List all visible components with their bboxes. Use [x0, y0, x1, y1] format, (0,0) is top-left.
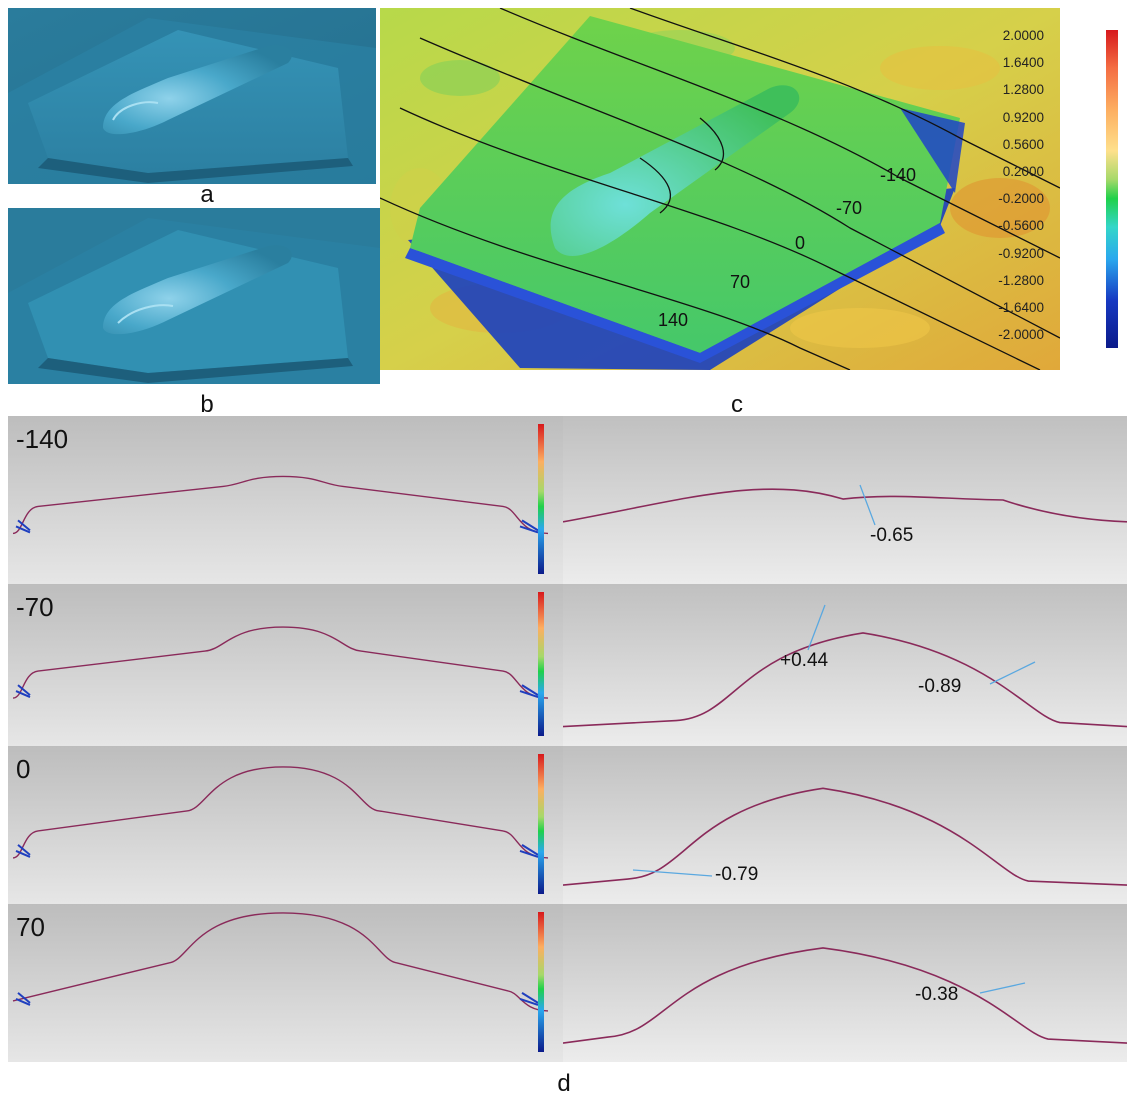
section-label: -70 [16, 592, 54, 622]
section-left-2 [8, 746, 563, 904]
deviation-annotation: -0.65 [870, 525, 914, 546]
section-right-2 [563, 746, 1127, 904]
section-right-1 [563, 584, 1127, 746]
section-label: 70 [16, 912, 45, 942]
colorbar-tick-label: 0.9200 [1002, 109, 1044, 125]
scan-image-a [8, 8, 376, 184]
panel-label-d: d [557, 1070, 571, 1097]
colorbar-tick-label: -2.0000 [998, 327, 1044, 343]
section-left-3 [8, 904, 563, 1062]
section-left-1 [8, 584, 563, 746]
colorbar-tick-label: 2.0000 [1002, 28, 1044, 43]
colorbar-tick-label: -0.9200 [998, 245, 1044, 261]
colorbar-tick-label: 1.6400 [1002, 55, 1044, 71]
panel-label-a: a [200, 181, 214, 208]
section-right-0 [563, 416, 1127, 584]
section-label: 0 [16, 754, 31, 784]
deviation-annotation: -0.89 [918, 676, 962, 697]
scan-image-b [8, 208, 380, 384]
colorbar-gradient [1106, 30, 1118, 348]
colorbar-tick-label: -0.5600 [998, 218, 1044, 234]
contour-label-4: 70 [730, 272, 751, 292]
section-right-3 [563, 904, 1127, 1062]
colorbar-tick-label: -1.2800 [998, 272, 1044, 288]
colorbar [1060, 8, 1120, 370]
contour-label-1: -140 [880, 165, 917, 185]
colorbar-tick-label: 0.2000 [1002, 164, 1044, 179]
deviation-colormap-c [380, 8, 1060, 370]
panel-label-b: b [200, 391, 214, 418]
colorbar-tick-label: 1.2800 [1002, 82, 1044, 98]
colorbar-tick-label: -1.6400 [998, 300, 1044, 315]
contour-label-3: 0 [795, 233, 806, 253]
section-left-0 [8, 416, 563, 584]
section-label: -140 [16, 424, 69, 454]
colorbar-tick-label: 0.5600 [1002, 136, 1044, 152]
contour-label-5: 140 [658, 310, 689, 330]
colorbar-tick-label: -0.2000 [998, 191, 1044, 207]
deviation-annotation: -0.38 [915, 984, 959, 1005]
contour-label-2: -70 [836, 198, 863, 218]
deviation-annotation: -0.79 [715, 864, 759, 885]
deviation-annotation: +0.44 [780, 650, 829, 671]
panel-label-c: c [731, 391, 743, 418]
